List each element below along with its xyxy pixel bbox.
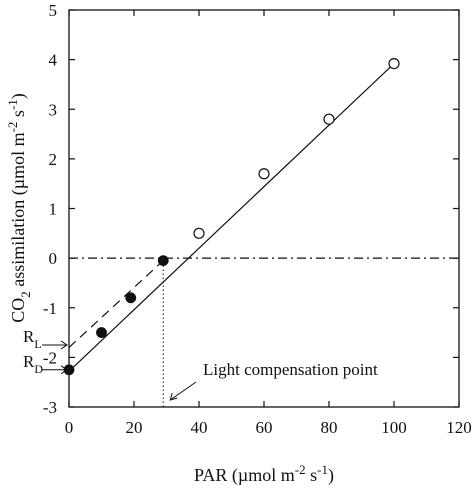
arrow-head	[60, 365, 68, 375]
x-tick-label: 0	[65, 418, 74, 437]
plot-frame	[68, 9, 460, 408]
y-tick-label: 0	[49, 249, 58, 268]
y-tick-label: 1	[49, 200, 58, 219]
open-point	[193, 227, 205, 239]
open-point	[258, 168, 270, 180]
annotation-label-rl: RL	[23, 327, 42, 351]
arrow-head	[60, 340, 68, 350]
open-point	[388, 57, 400, 70]
annotation-arrow	[169, 381, 197, 401]
annotation-label-rd: RD	[23, 352, 43, 376]
y-tick-label: 2	[49, 150, 58, 169]
y-tick-label: -2	[43, 348, 57, 367]
solid-line	[68, 63, 395, 372]
annotation-light-compensation-point: Light compensation point	[203, 360, 378, 379]
x-tick-label: 60	[256, 418, 273, 437]
filled-point	[125, 292, 137, 304]
x-axis-label: PAR (µmol m-2 s-1)	[194, 462, 334, 486]
filled-point	[157, 255, 169, 267]
x-tick-label: 120	[446, 418, 472, 437]
x-tick-label: 40	[191, 418, 208, 437]
y-tick-label: -1	[43, 299, 57, 318]
plot-lines	[68, 63, 459, 407]
x-tick-label: 100	[381, 418, 407, 437]
y-axis-label: CO2 assimilation (µmol m-2 s-1)	[5, 93, 33, 323]
dashed-line	[68, 260, 164, 348]
data-points	[63, 57, 400, 376]
y-tick-label: 4	[49, 51, 58, 70]
x-tick-label: 20	[126, 418, 143, 437]
x-tick-label: 80	[321, 418, 338, 437]
open-point	[323, 113, 335, 125]
arrow-head	[169, 392, 178, 401]
y-tick-label: 3	[49, 100, 58, 119]
axis-ticks: 0 20 40 60 80 100 120 -3 -2 -1 0 1 2 3 4 5	[43, 1, 472, 437]
filled-point	[96, 327, 107, 338]
y-tick-label: 5	[49, 1, 58, 20]
y-tick-label: -3	[43, 398, 57, 417]
